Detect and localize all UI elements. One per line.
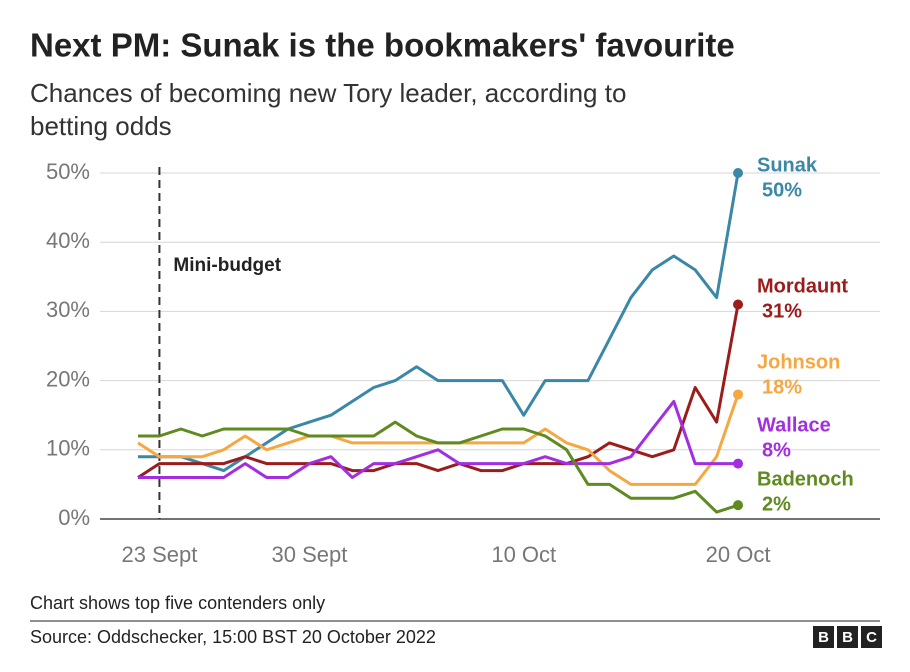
series-line bbox=[138, 420, 739, 514]
x-tick-label: 30 Sept bbox=[272, 542, 348, 567]
legend-label: Wallace bbox=[757, 414, 831, 436]
series-line bbox=[138, 172, 740, 473]
legend-label: Sunak bbox=[757, 154, 818, 176]
series-line bbox=[137, 304, 740, 479]
end-dot bbox=[733, 389, 744, 400]
y-tick-label: 0% bbox=[58, 505, 90, 530]
legend-label: Mordaunt bbox=[757, 275, 848, 297]
chart-note: Chart shows top five contenders only bbox=[30, 593, 325, 613]
y-tick-label: 50% bbox=[46, 159, 90, 184]
logo-block bbox=[813, 626, 834, 648]
x-tick-label: 20 Oct bbox=[706, 542, 771, 567]
logo-letter: B bbox=[842, 629, 853, 646]
y-tick-label: 40% bbox=[46, 228, 90, 253]
series-line bbox=[138, 399, 738, 479]
data-label: 18% bbox=[762, 376, 802, 398]
chart-source: Source: Oddschecker, 15:00 BST 20 Octobe… bbox=[30, 627, 436, 647]
logo-letter: B bbox=[818, 629, 829, 646]
data-label: 50% bbox=[762, 179, 802, 201]
data-label: 2% bbox=[762, 493, 791, 515]
data-label: 31% bbox=[762, 300, 802, 322]
annotation: Mini-budget bbox=[173, 255, 281, 276]
y-tick-label: 20% bbox=[46, 366, 90, 391]
y-tick-label: 30% bbox=[46, 297, 90, 322]
x-tick-label: 10 Oct bbox=[491, 542, 556, 567]
logo-letter: C bbox=[866, 629, 877, 646]
logo-block bbox=[861, 626, 882, 648]
end-dot bbox=[733, 299, 744, 310]
end-dot bbox=[733, 458, 744, 469]
chart-title: Next PM: Sunak is the bookmakers' favour… bbox=[30, 27, 735, 64]
logo-block bbox=[837, 626, 858, 648]
chart-subtitle: betting odds bbox=[30, 111, 172, 141]
end-dot bbox=[733, 168, 744, 178]
end-dot bbox=[733, 500, 744, 511]
x-tick-label: 23 Sept bbox=[122, 542, 198, 567]
legend-label: Badenoch bbox=[757, 468, 854, 490]
data-label: 8% bbox=[762, 439, 791, 461]
y-tick-label: 10% bbox=[46, 436, 90, 461]
chart-subtitle: Chances of becoming new Tory leader, acc… bbox=[30, 78, 626, 108]
legend-label: Johnson bbox=[757, 351, 840, 373]
